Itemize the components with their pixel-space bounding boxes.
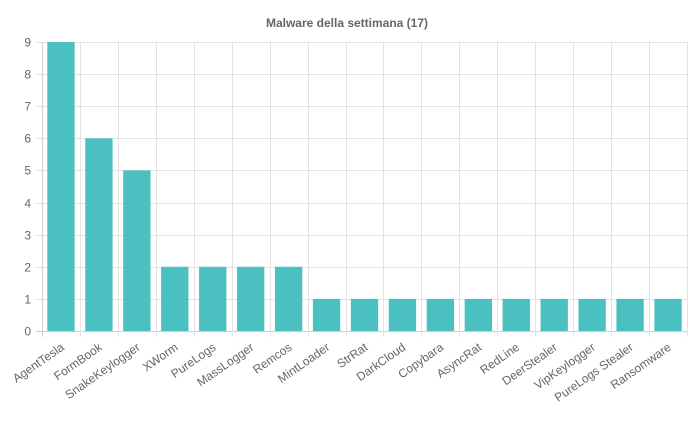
bar[interactable]	[274, 266, 303, 331]
x-axis-ticks: AgentTeslaFormBookSnakeKeyloggerXWormPur…	[10, 339, 674, 404]
bar[interactable]	[123, 170, 151, 331]
bar[interactable]	[578, 298, 606, 331]
bar[interactable]	[237, 266, 265, 331]
bar[interactable]	[654, 298, 682, 331]
bar[interactable]	[199, 266, 227, 331]
bar[interactable]	[312, 298, 341, 331]
bar[interactable]	[47, 42, 75, 331]
bar[interactable]	[85, 138, 113, 331]
y-tick-label: 0	[24, 325, 31, 339]
y-tick-label: 7	[24, 100, 31, 114]
y-tick-label: 3	[24, 229, 31, 243]
y-tick-label: 6	[24, 132, 31, 146]
bar[interactable]	[464, 298, 492, 331]
bars	[47, 42, 682, 331]
y-axis-ticks: 0 1 2 3 4 5 6 7 8 9	[24, 36, 31, 339]
y-tick-label: 5	[24, 164, 31, 178]
y-tick-label: 1	[24, 293, 31, 307]
y-tick-label: 9	[24, 36, 31, 50]
y-tick-label: 8	[24, 68, 31, 82]
y-tick-label: 4	[24, 197, 31, 211]
bar[interactable]	[616, 298, 644, 331]
bar[interactable]	[388, 298, 417, 331]
bar[interactable]	[540, 298, 568, 331]
bar[interactable]	[502, 298, 530, 331]
y-tick-label: 2	[24, 261, 31, 275]
bar[interactable]	[350, 298, 379, 331]
bar[interactable]	[426, 298, 455, 331]
bar[interactable]	[161, 266, 189, 331]
chart-title: Malware della settimana (17)	[266, 16, 428, 30]
